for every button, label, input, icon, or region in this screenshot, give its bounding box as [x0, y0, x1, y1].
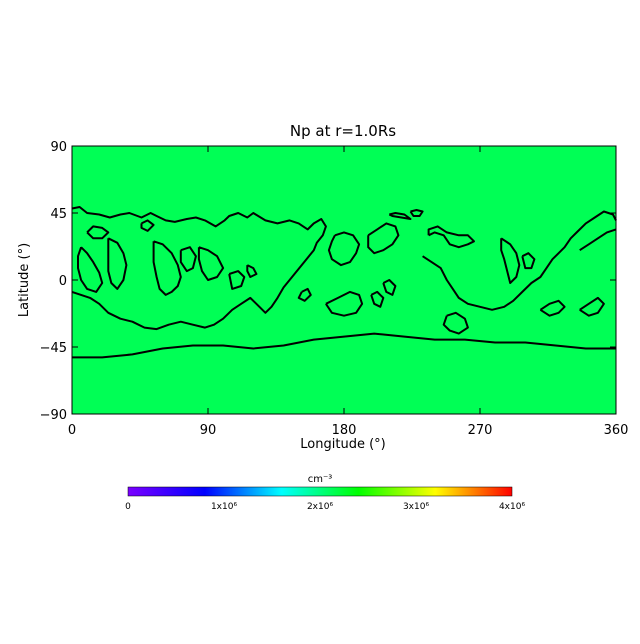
colorbar: [127, 486, 513, 497]
contour-layer: [71, 206, 617, 359]
y-tick-label: −90: [40, 408, 67, 423]
contour-line: [72, 332, 616, 359]
plot-area: [71, 145, 617, 415]
colorbar-tick-label: 2x10⁶: [307, 502, 334, 512]
x-tick-label: 90: [200, 423, 217, 438]
contour-line: [246, 264, 258, 278]
x-tick-label: 270: [468, 423, 493, 438]
contour-line: [228, 270, 246, 290]
contour-line: [539, 299, 566, 317]
contour-line: [297, 287, 312, 302]
contour-line: [422, 210, 617, 311]
contour-line: [579, 296, 605, 317]
contour-line: [370, 290, 385, 308]
contour-line: [152, 240, 182, 296]
y-tick-label: 0: [59, 274, 67, 289]
x-tick-label: 0: [68, 423, 76, 438]
colorbar-unit: cm⁻³: [308, 474, 333, 485]
y-tick-label: −45: [40, 341, 67, 356]
colorbar-ticks: 0 1x10⁶ 2x10⁶ 3x10⁶ 4x10⁶: [125, 502, 525, 512]
contour-line: [77, 246, 104, 293]
colorbar-tick-label: 4x10⁶: [499, 502, 526, 512]
colorbar-tick-label: 3x10⁶: [403, 502, 430, 512]
contour-line: [500, 237, 521, 284]
contour-line: [409, 209, 424, 217]
y-axis-ticks: 90 45 0 −45 −90: [40, 140, 616, 423]
y-axis-label: Latitude (°): [17, 243, 32, 317]
contour-line: [107, 237, 128, 290]
contour-line: [579, 228, 617, 252]
x-tick-label: 360: [604, 423, 629, 438]
contour-line: [367, 222, 400, 255]
contour-line: [388, 212, 412, 220]
contour-line: [179, 246, 197, 273]
x-axis-ticks: 0 90 180 270 360: [68, 146, 629, 438]
y-tick-label: 45: [50, 207, 67, 222]
contour-line: [327, 231, 361, 267]
contour-line: [521, 252, 536, 270]
contour-line: [86, 225, 110, 240]
x-axis-label: Longitude (°): [300, 437, 385, 452]
contour-line: [71, 206, 327, 331]
chart-title: Np at r=1.0Rs: [290, 122, 396, 140]
contour-line: [325, 290, 364, 317]
contour-line: [382, 279, 397, 296]
contour-line: [140, 219, 155, 232]
colorbar-tick-label: 1x10⁶: [211, 502, 238, 512]
x-tick-label: 180: [332, 423, 357, 438]
y-tick-label: 90: [50, 140, 67, 155]
colorbar-tick-label: 0: [125, 502, 131, 512]
contour-line: [427, 225, 475, 249]
contour-line: [197, 246, 225, 281]
contour-line: [442, 311, 469, 335]
